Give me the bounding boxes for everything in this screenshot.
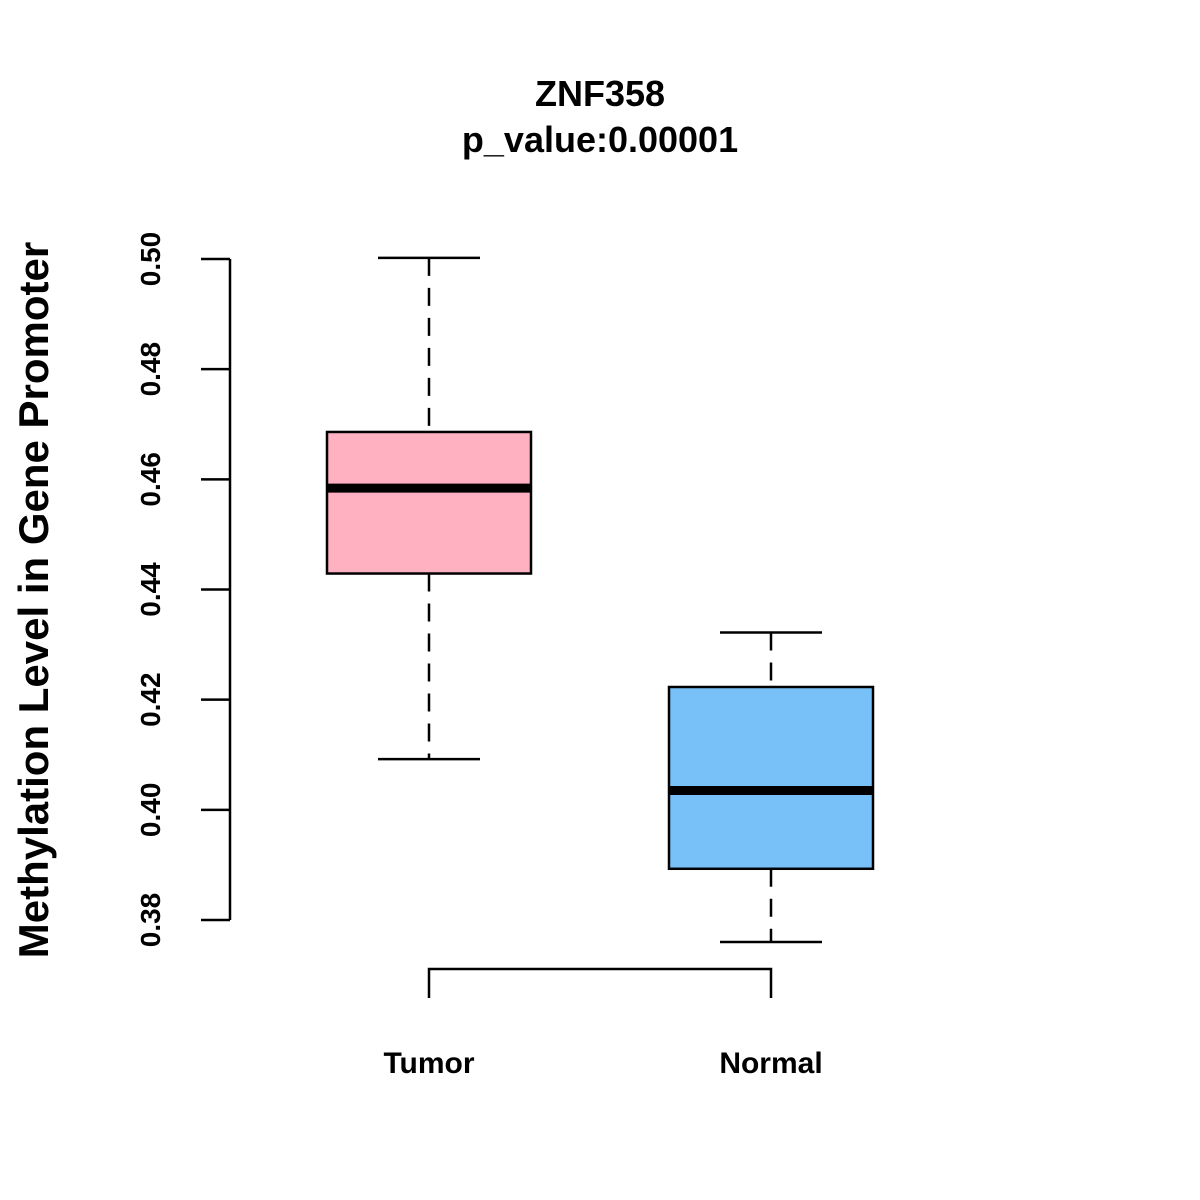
box-tumor — [325, 256, 533, 761]
boxes — [325, 256, 875, 944]
y-tick-label: 0.48 — [135, 342, 166, 397]
y-axis: 0.38 0.40 0.42 0.44 0.46 0.48 0.50 — [135, 232, 232, 948]
chart-subtitle: p_value:0.00001 — [462, 119, 738, 160]
y-tick-label: 0.40 — [135, 783, 166, 838]
bracket-line — [427, 967, 773, 998]
box-normal — [667, 631, 875, 944]
comparison-bracket — [427, 967, 773, 998]
y-tick-label: 0.50 — [135, 232, 166, 287]
box-iqr — [667, 685, 875, 871]
y-axis-label: Methylation Level in Gene Promoter — [10, 242, 57, 958]
x-category-labels: Tumor Normal — [383, 1047, 822, 1080]
box-iqr — [325, 430, 533, 575]
y-tick-label: 0.38 — [135, 893, 166, 948]
category-label-normal: Normal — [719, 1047, 822, 1080]
y-tick-label: 0.42 — [135, 672, 166, 727]
y-tick-label: 0.44 — [135, 562, 166, 617]
category-label-tumor: Tumor — [383, 1047, 474, 1080]
y-tick-label: 0.46 — [135, 452, 166, 507]
chart-title: ZNF358 — [535, 73, 665, 114]
